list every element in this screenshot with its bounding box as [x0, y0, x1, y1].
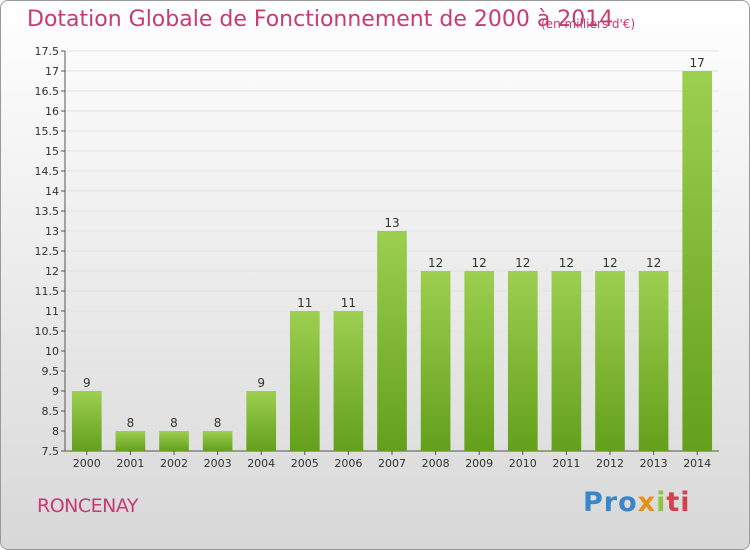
y-tick-label: 16.5 [35, 85, 60, 98]
y-tick-label: 16 [45, 105, 59, 118]
bar-value-label: 9 [83, 376, 91, 390]
chart-title: Dotation Globale de Fonctionnement de 20… [27, 7, 614, 32]
bar [71, 391, 102, 451]
y-tick-label: 10 [45, 345, 59, 358]
bar-value-label: 11 [341, 296, 356, 310]
y-tick-label: 15.5 [35, 125, 60, 138]
bar-value-label: 12 [602, 256, 617, 270]
logo-part-3: i [656, 487, 667, 518]
x-tick-label: 2005 [291, 457, 319, 470]
bar-value-label: 8 [170, 416, 178, 430]
x-tick-label: 2012 [596, 457, 624, 470]
x-tick-label: 2007 [378, 457, 406, 470]
bars: 9 8 8 8 9 11 11 13 12 12 12 12 12 12 17 [71, 56, 713, 451]
y-tick-label: 9 [52, 385, 59, 398]
proxiti-logo: Proxiti [583, 487, 691, 518]
y-tick-label: 15 [45, 145, 59, 158]
x-tick-label: 2008 [422, 457, 450, 470]
bar [159, 431, 189, 451]
x-tick-label: 2011 [552, 457, 580, 470]
bar [115, 431, 146, 451]
y-tick-label: 7.5 [42, 445, 60, 458]
bar-value-label: 12 [646, 256, 661, 270]
bar [246, 391, 277, 451]
bar [638, 271, 669, 451]
y-tick-label: 8 [52, 425, 59, 438]
y-tick-label: 12 [45, 265, 59, 278]
bar [595, 271, 625, 451]
bar [377, 231, 407, 451]
y-tick-label: 11 [45, 305, 59, 318]
x-tick-label: 2000 [73, 457, 101, 470]
commune-name: RONCENAY [37, 495, 138, 517]
x-tick-label: 2009 [465, 457, 493, 470]
bar-value-label: 17 [690, 56, 705, 70]
bar [464, 271, 495, 451]
y-axis-ticks: 7.5 8 8.5 9 9.5 10 10.5 11 11.5 12 12.5 13 13.5 14 14.… [35, 45, 65, 458]
y-tick-label: 8.5 [42, 405, 60, 418]
y-tick-label: 11.5 [35, 285, 60, 298]
logo-part-1: Pro [583, 487, 638, 518]
y-tick-label: 12.5 [35, 245, 60, 258]
y-tick-label: 13.5 [35, 205, 60, 218]
y-tick-label: 10.5 [35, 325, 60, 338]
x-tick-label: 2001 [116, 457, 144, 470]
y-tick-label: 14 [45, 185, 59, 198]
bar-value-label: 12 [428, 256, 443, 270]
bar-value-label: 8 [127, 416, 135, 430]
bar-value-label: 11 [297, 296, 312, 310]
bar [202, 431, 233, 451]
bar [289, 311, 320, 451]
x-tick-label: 2006 [334, 457, 362, 470]
x-tick-label: 2014 [683, 457, 711, 470]
y-tick-label: 13 [45, 225, 59, 238]
bar [551, 271, 582, 451]
x-tick-label: 2004 [247, 457, 275, 470]
bar-value-label: 8 [214, 416, 222, 430]
x-tick-label: 2010 [509, 457, 537, 470]
bar-value-label: 12 [559, 256, 574, 270]
chart-unit: (en milliers d'€) [541, 17, 636, 31]
bar-value-label: 9 [257, 376, 265, 390]
bar-value-label: 12 [515, 256, 530, 270]
y-tick-label: 17 [45, 65, 59, 78]
bar [420, 271, 451, 451]
logo-part-2: x [637, 487, 657, 518]
x-tick-label: 2003 [204, 457, 232, 470]
bar [682, 71, 713, 451]
logo-part-4: ti [666, 487, 691, 518]
bar [507, 271, 538, 451]
y-tick-label: 14.5 [35, 165, 60, 178]
x-tick-label: 2002 [160, 457, 188, 470]
x-tick-label: 2013 [640, 457, 668, 470]
x-axis-ticks: 2000 2001 2002 2003 2004 2005 2006 2007 2008 2009… [73, 451, 711, 470]
y-tick-label: 9.5 [42, 365, 60, 378]
y-tick-label: 17.5 [35, 45, 60, 58]
bar [333, 311, 364, 451]
bar-value-label: 13 [384, 216, 399, 230]
bar-value-label: 12 [472, 256, 487, 270]
